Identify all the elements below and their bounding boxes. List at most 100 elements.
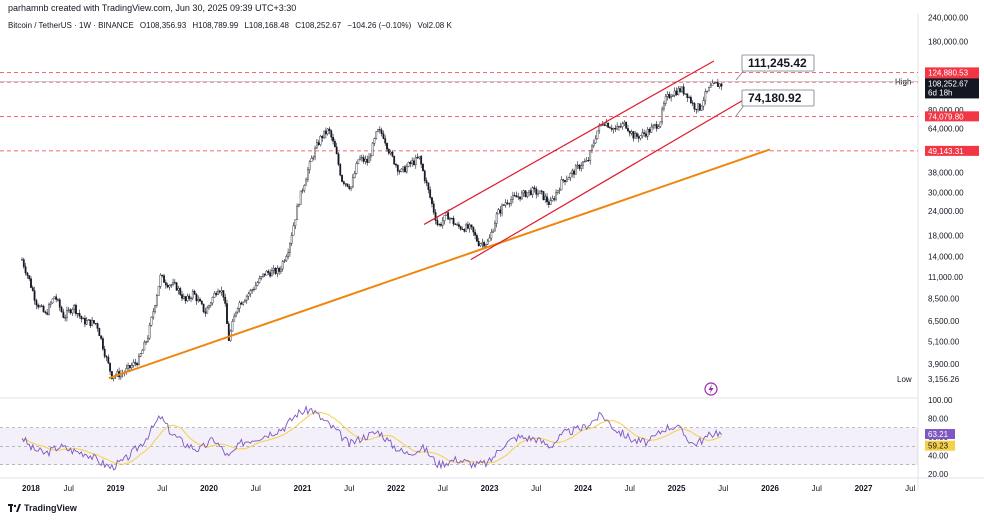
- candle-body: [427, 182, 430, 190]
- candle-body: [213, 292, 216, 298]
- candle-body: [445, 212, 448, 216]
- price-tick-label: 8,500.00: [928, 295, 960, 304]
- candle-body: [673, 90, 676, 96]
- candle-body: [172, 282, 174, 285]
- candle-body: [164, 282, 167, 286]
- candle-body: [152, 311, 155, 318]
- candle-body: [247, 293, 250, 297]
- candle-body: [159, 274, 162, 287]
- candle-body: [425, 180, 428, 184]
- current-price-tag: [925, 78, 979, 99]
- candle-body: [319, 136, 322, 145]
- candle-body: [58, 299, 61, 308]
- candle-body: [253, 288, 255, 291]
- candle-body: [71, 309, 74, 314]
- candle-body: [289, 243, 291, 253]
- candle-body: [348, 186, 351, 189]
- candle-body: [127, 365, 129, 369]
- candle-body: [353, 173, 356, 179]
- candle-body: [636, 133, 638, 137]
- candle-body: [148, 325, 151, 339]
- time-tick-label: Jul: [157, 484, 167, 493]
- candle-body: [265, 270, 268, 276]
- candle-body: [395, 163, 397, 166]
- time-tick-label: Jul: [625, 484, 635, 493]
- candle-body: [314, 147, 316, 158]
- candle-body: [459, 226, 462, 230]
- candle-body: [220, 290, 223, 293]
- level-tag-label: 49,143.31: [928, 147, 964, 156]
- candle-body: [139, 353, 142, 357]
- channel-upper-line: [423, 60, 715, 225]
- candle-body: [603, 124, 606, 126]
- candle-body: [720, 83, 723, 87]
- price-tick-label: 24,000.00: [928, 207, 964, 216]
- candle-body: [226, 303, 228, 324]
- candle-body: [60, 307, 63, 313]
- candle-body: [386, 143, 388, 150]
- candle-body: [508, 203, 511, 205]
- time-tick-label: 2025: [668, 484, 686, 493]
- candle-body: [664, 96, 667, 104]
- candle-body: [134, 362, 137, 364]
- candle-body: [580, 165, 583, 169]
- candle-body: [621, 123, 624, 127]
- candle-body: [524, 190, 527, 198]
- candle-body: [387, 148, 390, 154]
- candle-body: [157, 286, 160, 296]
- candle-body: [191, 291, 194, 299]
- candle-body: [655, 124, 658, 129]
- time-tick-label: 2020: [200, 484, 218, 493]
- current-price-label: 108,252.67: [928, 79, 969, 88]
- low-value: 3,156.26: [928, 375, 960, 384]
- candle-body: [641, 132, 644, 136]
- candle-body: [170, 284, 173, 286]
- candle-body: [155, 295, 158, 306]
- candle-body: [542, 191, 545, 200]
- tradingview-brand[interactable]: TradingView: [8, 503, 77, 513]
- candle-body: [477, 241, 480, 246]
- candle-body: [555, 192, 557, 200]
- candle-body: [414, 157, 417, 165]
- rsi-tick-label: 80.00: [928, 415, 949, 424]
- candle-body: [632, 131, 635, 139]
- candle-body: [377, 129, 379, 132]
- candle-body: [628, 130, 631, 134]
- candle-body: [704, 91, 707, 101]
- candle-body: [549, 200, 552, 205]
- candle-body: [596, 130, 599, 140]
- candle-body: [405, 166, 408, 173]
- candle-body: [310, 158, 313, 162]
- candle-body: [691, 102, 694, 104]
- candle-body: [209, 302, 212, 306]
- candle-body: [578, 164, 581, 169]
- level-tag: [925, 145, 979, 156]
- candle-body: [398, 171, 401, 173]
- candle-body: [184, 296, 187, 302]
- candle-body: [537, 193, 539, 195]
- candle-body: [458, 224, 460, 227]
- candle-body: [305, 179, 307, 186]
- candle-body: [513, 195, 516, 197]
- candle-body: [583, 161, 586, 163]
- candle-body: [80, 315, 83, 320]
- candle-body: [654, 124, 656, 126]
- symbol-name[interactable]: Bitcoin / TetherUS · 1W · BINANCE: [8, 21, 134, 30]
- candle-body: [78, 313, 81, 317]
- rsi-value-label: 63.21: [928, 430, 949, 439]
- candle-body: [315, 142, 318, 149]
- price-tick-label: 180,000.00: [928, 38, 969, 47]
- price-tick-label: 11,000.00: [928, 273, 964, 282]
- candle-body: [706, 90, 708, 92]
- lightning-icon: [704, 382, 718, 396]
- candle-body: [332, 136, 334, 142]
- price-tick-label: 64,000.00: [928, 125, 964, 134]
- candle-body: [22, 259, 25, 267]
- candle-body: [492, 230, 494, 233]
- low-value: L108,168.48: [244, 21, 289, 30]
- candle-body: [290, 235, 293, 244]
- candle-body: [308, 161, 311, 171]
- candle-body: [384, 138, 387, 144]
- candle-body: [677, 88, 680, 96]
